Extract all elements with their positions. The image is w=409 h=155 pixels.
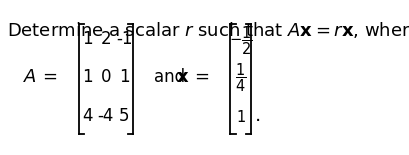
Text: -1: -1 — [116, 30, 133, 49]
Text: $\dfrac{1}{4}$: $\dfrac{1}{4}$ — [235, 61, 247, 94]
Text: -4: -4 — [98, 106, 114, 125]
Text: 2: 2 — [101, 30, 111, 49]
Text: 0: 0 — [101, 69, 111, 86]
Text: 1: 1 — [119, 69, 129, 86]
Text: .: . — [254, 106, 261, 125]
Text: 1: 1 — [83, 69, 93, 86]
Text: 5: 5 — [119, 106, 129, 125]
Text: 4: 4 — [83, 106, 93, 125]
Text: $1$: $1$ — [236, 109, 246, 125]
Text: $A\,=$: $A\,=$ — [22, 69, 57, 86]
Text: $\mathbf{x}\,=$: $\mathbf{x}\,=$ — [175, 69, 209, 86]
Text: 1: 1 — [83, 30, 93, 49]
Text: and: and — [155, 69, 186, 86]
Text: Determine a scalar $r$ such that $A\mathbf{x} = r\mathbf{x}$, where: Determine a scalar $r$ such that $A\math… — [7, 20, 409, 40]
Text: $-\dfrac{1}{2}$: $-\dfrac{1}{2}$ — [229, 25, 253, 57]
